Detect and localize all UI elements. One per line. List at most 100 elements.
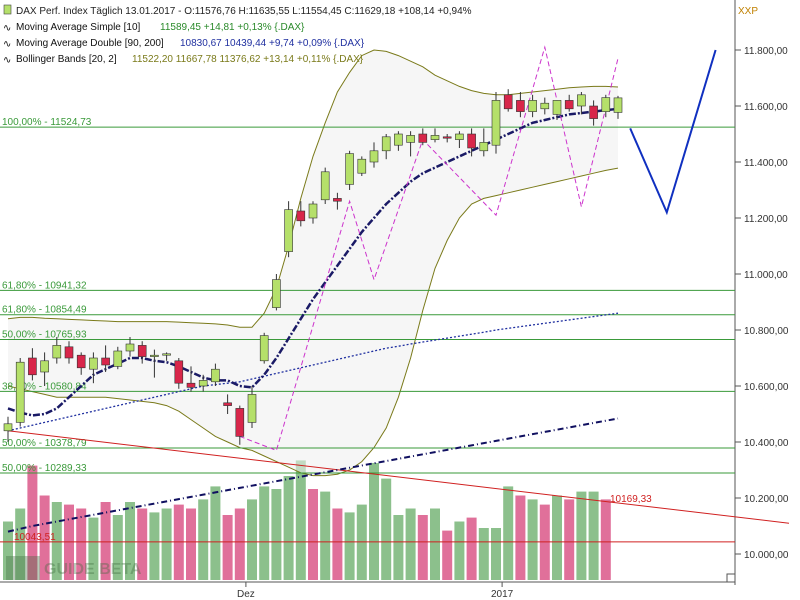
volume-bar (332, 508, 343, 580)
y-tick-label: 11.000,00 (744, 270, 788, 281)
volume-bar (503, 486, 514, 580)
volume-bar (454, 521, 465, 580)
x-tick-label: Dez (237, 589, 255, 600)
candle-body (564, 100, 574, 110)
candle-body (40, 360, 49, 373)
volume-bar (247, 499, 257, 580)
wave-icon: ∿ (3, 55, 11, 66)
fibonacci-layer: 100,00% - 11524,73 61,80% - 10941,32 61,80… (0, 117, 735, 543)
y-tick-label: 10.400,00 (744, 438, 789, 449)
svg-text:GUIDE BETA: GUIDE BETA (44, 561, 142, 578)
y-tick-label: 10.800,00 (744, 326, 789, 337)
candle-body (455, 133, 464, 140)
candle-body (28, 357, 37, 376)
candles-layer (3, 89, 623, 445)
volume-bar (27, 465, 38, 580)
y-tick-label: 10.600,00 (744, 382, 789, 393)
candle-body (76, 354, 86, 369)
volume-bar (393, 515, 404, 580)
chart-resize-handle[interactable] (726, 573, 736, 583)
candle-body (223, 402, 232, 406)
candle-body (589, 105, 598, 119)
volume-bar (100, 502, 111, 580)
candle-body (430, 135, 440, 140)
candle-body (552, 100, 562, 115)
candle-body (381, 136, 391, 152)
candle-body (369, 150, 379, 163)
y-tick-label: 11.400,00 (744, 158, 788, 169)
candle-body (308, 203, 318, 219)
volume-bar (15, 508, 26, 580)
candle-body (491, 100, 501, 146)
candle-body (101, 357, 110, 366)
volume-bar (515, 495, 526, 580)
ma90-line (7, 312, 619, 432)
volume-bar (271, 489, 282, 580)
bollinger-lower-line (7, 167, 619, 477)
candle-body (613, 97, 623, 113)
volume-bar (283, 476, 294, 580)
candle-body (137, 345, 147, 357)
volume-bar (320, 491, 331, 580)
candle-body (577, 94, 586, 107)
candle-body (113, 350, 123, 367)
candle-body (174, 360, 184, 384)
candle-body (235, 408, 245, 437)
volume-bar (3, 521, 13, 580)
volume-bar (576, 491, 587, 580)
candle-body (357, 158, 367, 174)
bollinger-upper-line (7, 49, 619, 328)
watermark-logo: GUIDE BETA (6, 556, 142, 580)
candle-body (418, 133, 428, 143)
volume-bar (600, 499, 611, 580)
fibonacci-level-label: 50,00% - 10289,33 (2, 463, 87, 474)
legend-mad-values: 10830,67 10439,44 +9,74 +0,09% {.DAX} (180, 38, 365, 49)
candle-body (394, 133, 403, 146)
candle-body (272, 279, 281, 308)
volume-bar (88, 517, 99, 580)
price-axis-label: XXP (738, 6, 758, 17)
candle-body (528, 100, 537, 112)
bollinger-layer (7, 49, 619, 477)
candle-body (15, 361, 25, 423)
candle-body (52, 345, 62, 359)
candle-body (320, 171, 330, 201)
candle-body (467, 133, 476, 149)
candle-body (150, 354, 159, 357)
volume-bar (39, 495, 50, 580)
volume-bar (198, 499, 209, 580)
volume-bar (564, 499, 575, 580)
candle-body (479, 142, 489, 152)
volume-bar (430, 508, 440, 580)
candle-body (503, 94, 513, 110)
volume-bar (478, 528, 489, 580)
legend-sma-name: Moving Average Simple [10] (16, 22, 141, 33)
volume-bar (137, 508, 148, 580)
candle-body (442, 136, 452, 139)
volume-bar (417, 515, 428, 580)
volume-bar (125, 502, 135, 580)
legend-sma-values: 11589,45 +14,81 +0,13% {.DAX} (160, 22, 305, 33)
y-tick-label: 11.600,00 (744, 102, 788, 113)
trend-line (7, 430, 790, 524)
volume-bar (491, 528, 501, 580)
candle-body (333, 198, 342, 202)
volume-bar (161, 508, 172, 580)
volume-bar (552, 495, 562, 580)
fibonacci-level-label: 100,00% - 11524,73 (2, 117, 92, 128)
time-axis-layer: Dez 2017 (237, 582, 514, 600)
candle-body (259, 335, 269, 362)
volume-bar (295, 460, 306, 580)
legend-color-box (3, 4, 12, 15)
volume-bar (308, 489, 318, 580)
candle-body (296, 210, 306, 222)
candle-body (406, 135, 415, 143)
candle-body (247, 394, 257, 423)
fibonacci-level-label: 50,00% - 10378,79 (2, 438, 87, 449)
candle-body (345, 153, 354, 185)
volume-bar (51, 502, 62, 580)
candle-body (89, 357, 98, 370)
price-axis-layer: 10.000,00 10.200,00 10.400,00 10.600,00 10.8… (735, 46, 789, 561)
volume-bar (442, 530, 453, 580)
fibonacci-level-label: 61,80% - 10854,49 (2, 305, 87, 316)
